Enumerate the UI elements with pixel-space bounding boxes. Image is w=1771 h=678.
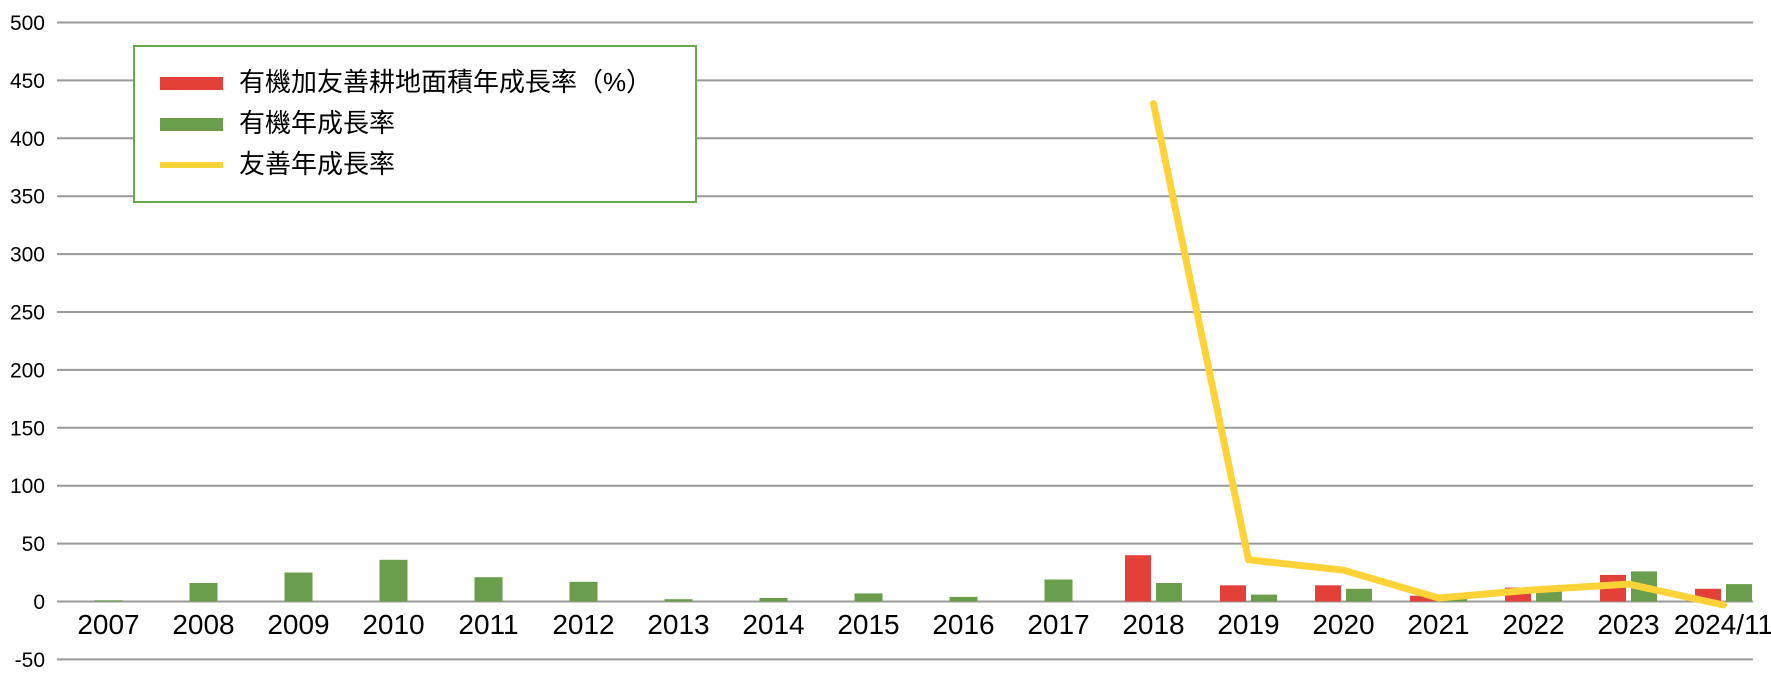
- legend-label-friendly: 友善年成長率: [239, 149, 396, 180]
- y-axis-tick-label: 500: [10, 12, 45, 35]
- x-axis-tick-label: 2010: [362, 609, 424, 640]
- y-axis-tick-label: 50: [22, 533, 45, 556]
- x-axis-tick-label: 2007: [77, 609, 139, 640]
- legend-label-organic: 有機年成長率: [239, 108, 396, 139]
- organic-bar: [1536, 591, 1562, 602]
- y-axis-tick-label: 150: [10, 417, 45, 440]
- organic-bar: [664, 599, 693, 602]
- organic-plus-friendly-bar: [1125, 555, 1151, 602]
- friendly-trend-line: [1150, 100, 1727, 609]
- x-axis-tick-label: 2019: [1217, 609, 1279, 640]
- y-axis-tick-label: -50: [15, 649, 45, 672]
- legend-item-friendly: 友善年成長率: [160, 145, 695, 186]
- trend-line-layer: [1150, 100, 1727, 609]
- organic-bar: [854, 593, 883, 602]
- x-axis-tick-label: 2021: [1407, 609, 1469, 640]
- organic-bar: [94, 600, 123, 602]
- organic-bar: [569, 581, 598, 602]
- y-axis-tick-label: 250: [10, 302, 45, 325]
- organic-bar: [474, 577, 503, 602]
- y-axis-tick-label: 100: [10, 475, 45, 498]
- green-bar-swatch-icon: [160, 117, 223, 131]
- x-axis-tick-label: 2022: [1502, 609, 1564, 640]
- organic-bar: [759, 598, 788, 602]
- x-axis-tick-label: 2015: [837, 609, 899, 640]
- organic-bar: [1044, 579, 1073, 602]
- red-bar-swatch-icon: [160, 76, 223, 90]
- legend: 有機加友善耕地面積年成長率（%） 有機年成長率 友善年成長率: [133, 45, 697, 203]
- x-axis-tick-label: 2014: [742, 609, 804, 640]
- y-axis-tick-label: 450: [10, 70, 45, 93]
- x-axis-tick-label: 2023: [1597, 609, 1659, 640]
- organic-bar: [1726, 584, 1752, 602]
- y-axis-tick-label: 400: [10, 128, 45, 151]
- organic-plus-friendly-bar: [1315, 585, 1341, 602]
- x-axis-tick-label: 2009: [267, 609, 329, 640]
- organic-bar: [379, 559, 408, 602]
- x-axis-tick-label: 2016: [932, 609, 994, 640]
- x-axis-tick-label: 2013: [647, 609, 709, 640]
- x-axis-tick-label: 2024/11: [1674, 609, 1771, 640]
- organic-plus-friendly-bar: [1220, 585, 1246, 602]
- legend-label-organic-plus-friendly: 有機加友善耕地面積年成長率（%）: [239, 67, 653, 98]
- x-axis-tick-label: 2018: [1122, 609, 1184, 640]
- y-axis-tick-label: 200: [10, 359, 45, 382]
- x-axis-tick-label: 2020: [1312, 609, 1374, 640]
- y-axis-tick-label: 350: [10, 186, 45, 209]
- x-axis-tick-label: 2012: [552, 609, 614, 640]
- organic-plus-friendly-bar: [1410, 595, 1436, 602]
- legend-item-organic: 有機年成長率: [160, 104, 695, 145]
- x-axis-tick-label: 2011: [458, 609, 518, 640]
- organic-bar: [1251, 594, 1277, 602]
- organic-bar: [189, 583, 218, 602]
- organic-bar: [284, 572, 313, 602]
- legend-item-organic-plus-friendly: 有機加友善耕地面積年成長率（%）: [160, 63, 695, 104]
- y-axis-tick-label: 300: [10, 244, 45, 267]
- organic-bar: [1346, 588, 1372, 602]
- y-axis-tick-label: 0: [33, 591, 45, 614]
- organic-bar: [1156, 583, 1182, 602]
- x-axis-tick-label: 2008: [172, 609, 234, 640]
- yellow-line-swatch-icon: [160, 162, 223, 168]
- organic-bar: [949, 596, 978, 602]
- x-axis-tick-label: 2017: [1027, 609, 1089, 640]
